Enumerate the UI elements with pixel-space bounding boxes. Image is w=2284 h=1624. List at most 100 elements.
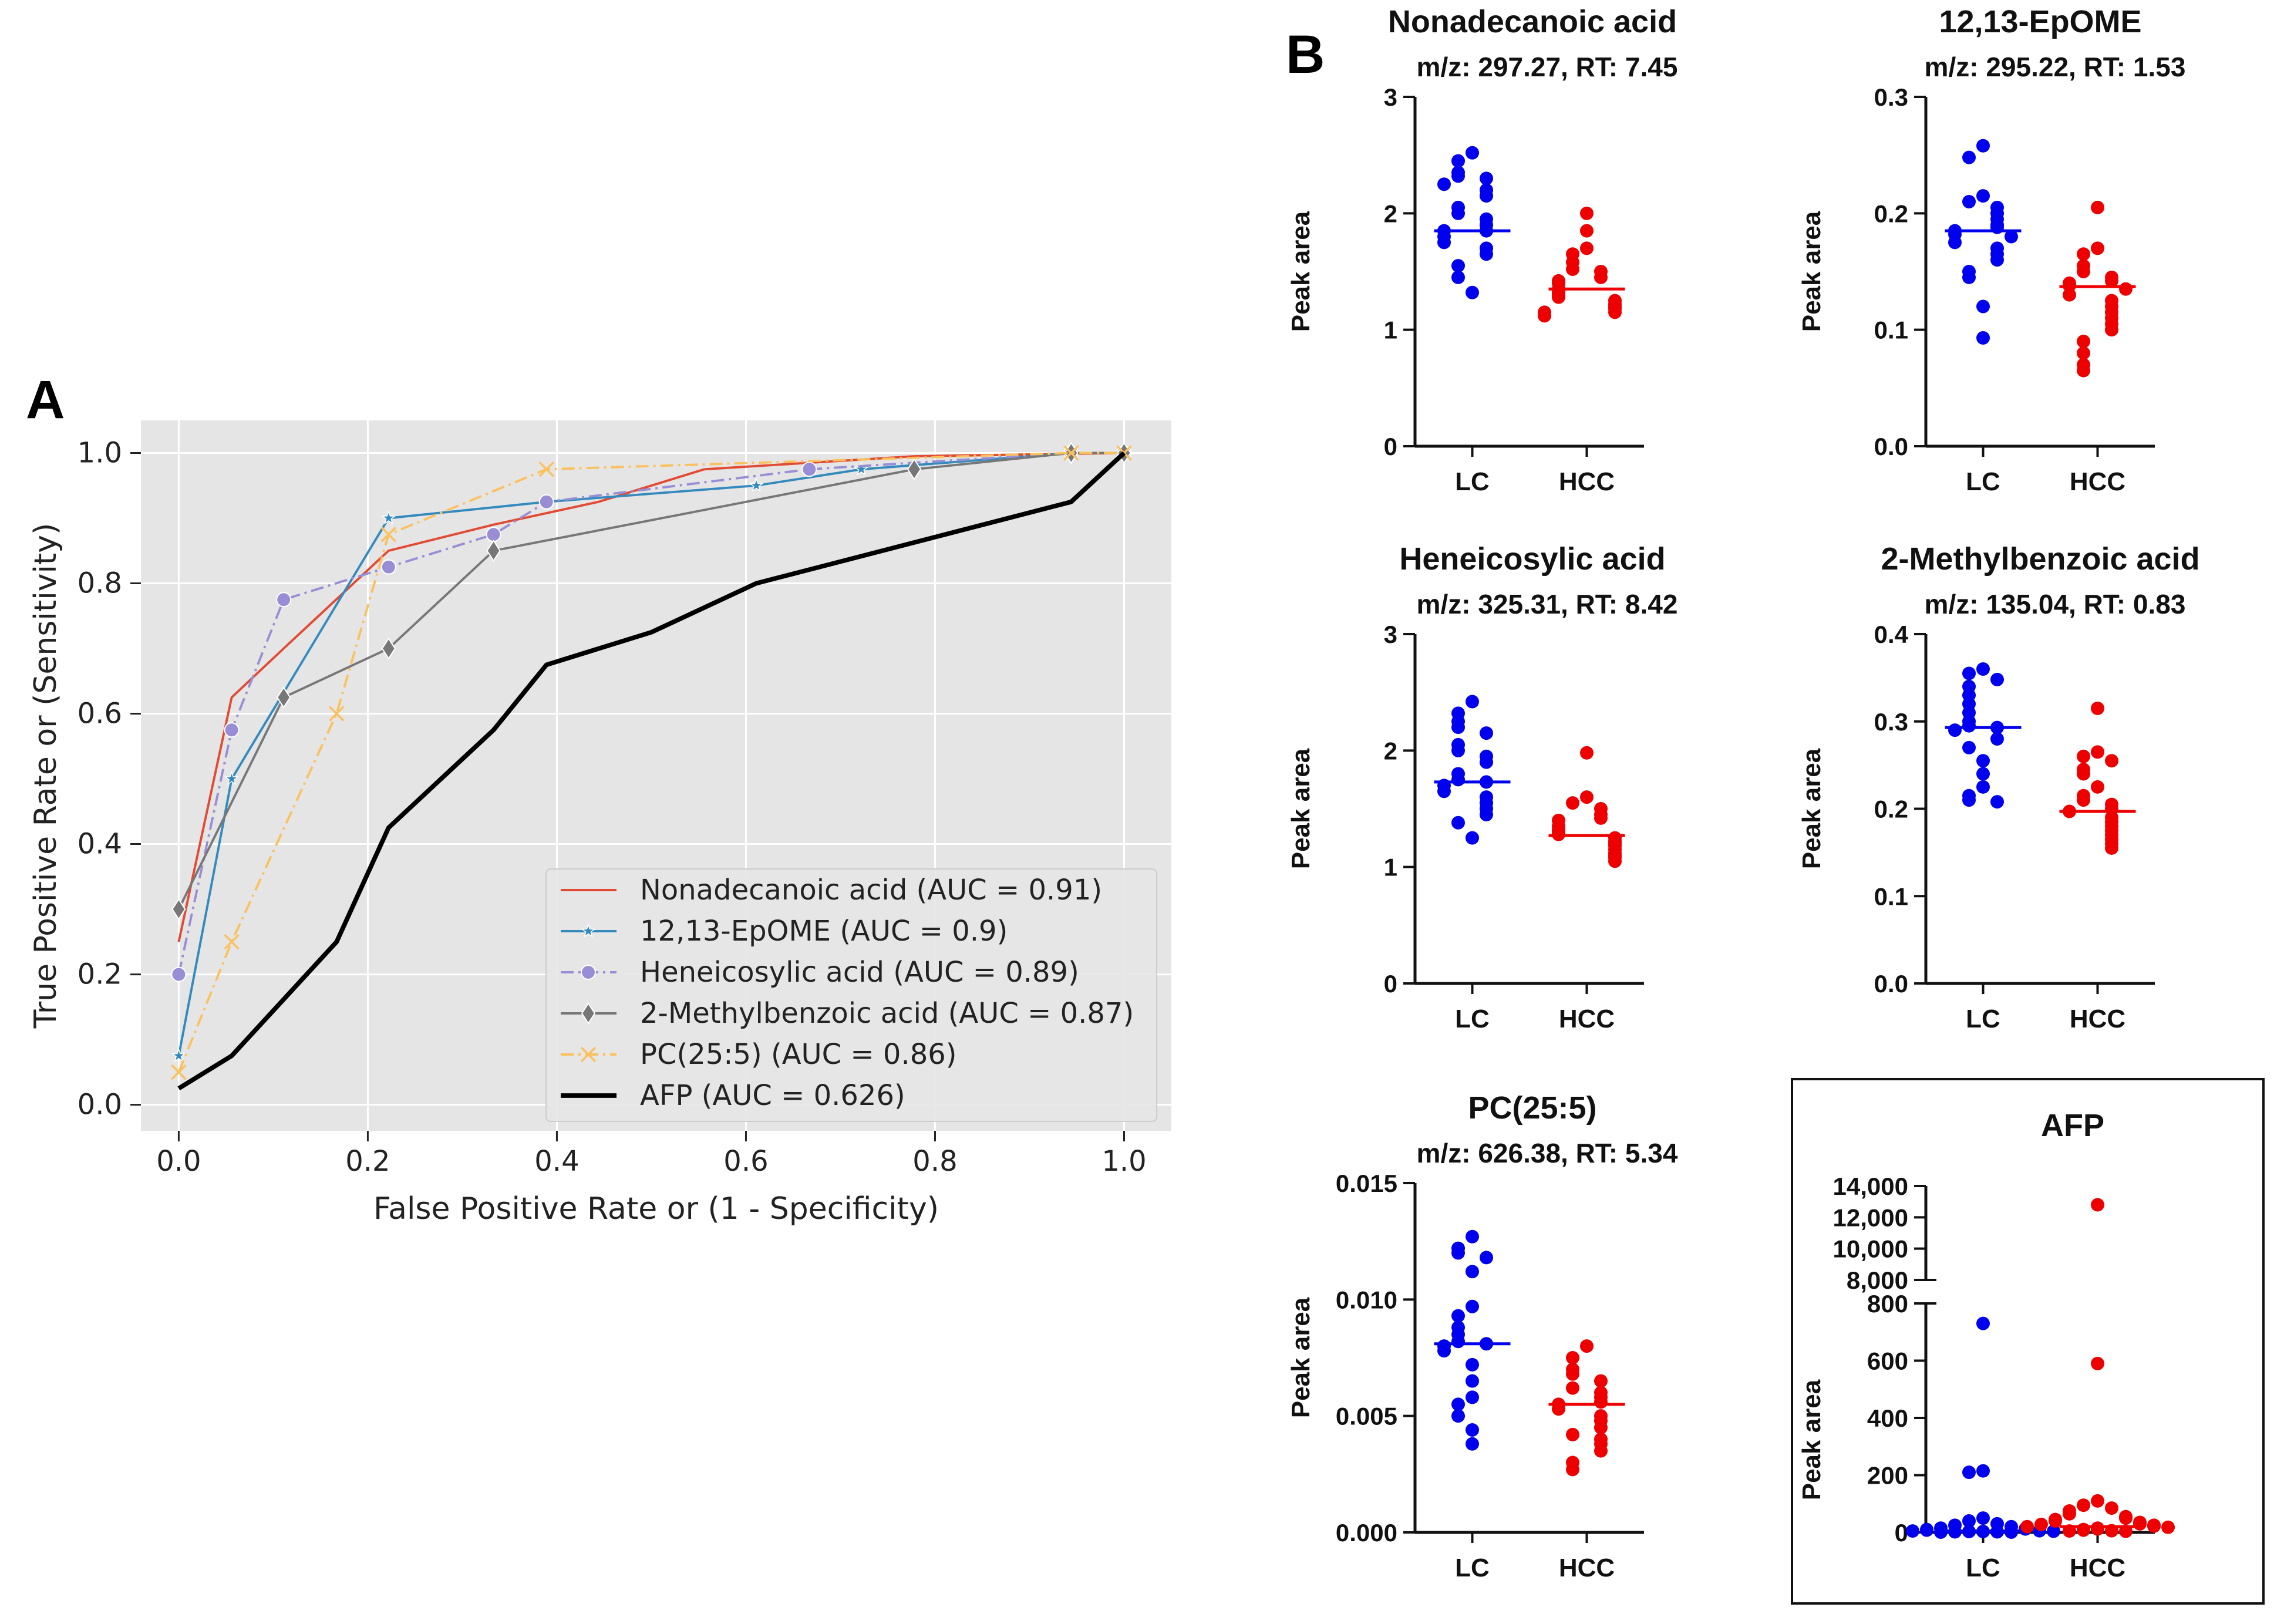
dot-plot-ytick-label: 0.1 [1874,316,1908,344]
dot-plot-point-hcc [2077,363,2090,378]
dot-plot-ytick-label: 1 [1384,854,1397,881]
dot-plot-y-label: Peak area [1286,1297,1315,1418]
dot-plot-point-hcc [1608,854,1622,868]
dot-plot-y-label: Peak area [1286,748,1315,869]
roc-series [177,451,1126,1091]
dot-plot-point-lc [1948,723,1962,737]
dot-plot-y-label: Peak area [1286,211,1315,332]
dot-plot-point-lc [1437,235,1451,250]
dot-plot-point-hcc [1594,1395,1608,1409]
dot-plot-point-lc [1437,177,1451,191]
dot-plot-point-lc [1451,259,1465,273]
roc-ytick-label: 0.0 [78,1089,122,1121]
dot-plot-xtick-label: LC [1455,1005,1490,1033]
dot-plot-ytick-label: 0.0 [1874,433,1908,460]
dot-plot-ytick-label: 0.000 [1336,1519,1397,1546]
roc-legend-label: PC(25:5) (AUC = 0.86) [640,1038,957,1071]
roc-legend-label: 12,13-EpOME (AUC = 0.9) [640,915,1008,948]
roc-ytick-label: 0.6 [78,698,122,730]
dot-plot-point-hcc [1580,1339,1594,1353]
dot-plot-point-hcc [1580,790,1594,804]
dot-plot-point-hcc [1566,1463,1579,1477]
dot-plot-xtick-label: HCC [2070,467,2125,496]
dot-plot-point-lc [1437,784,1451,798]
roc-marker-diamond [381,637,396,660]
dot-plot-point-hcc [1580,206,1594,220]
roc-marker-x [171,1064,187,1080]
roc-marker-x [329,706,345,722]
panel-label-a: A [26,370,65,430]
dot-plot-point-hcc [2105,841,2118,855]
dot-plot-point-hcc [1566,262,1579,277]
dot-plot-panels: Nonadecanoic acid m/z: 297.27, RT: 7.45 Pe… [1286,4,2265,1605]
dot-plot-point-hcc [2077,1498,2090,1512]
dot-plot-xtick-label: LC [1966,1005,2000,1033]
dot-plot-point-lc [1451,154,1465,168]
dot-plot-point-hcc [2063,1507,2076,1521]
dot-plot-point-lc [1480,807,1493,821]
dot-plot-y-label: Peak area [1797,211,1826,332]
dot-plot-ytick-label: 0.3 [1874,708,1908,736]
dot-plot-xtick-label: LC [1966,1554,2000,1582]
dot-plot-panel: Nonadecanoic acid m/z: 297.27, RT: 7.45 Pe… [1286,4,1677,496]
dot-plot-point-lc [1466,1423,1479,1437]
dot-plot-point-lc [1990,672,2004,686]
roc-ytick-label: 0.4 [78,828,122,861]
dot-plot-point-hcc [2049,1514,2062,1528]
roc-marker-circle [276,592,292,608]
dot-plot-point-hcc [1580,746,1594,760]
dot-plot-point-hcc [2091,1494,2104,1508]
dot-plot-panel: PC(25:5) m/z: 626.38, RT: 5.34 Peak area 0.… [1286,1090,1678,1582]
dot-plot-point-lc [1990,732,2004,746]
dot-plot-point-lc [1962,666,1976,680]
dot-plot-point-hcc [2147,1519,2161,1533]
dot-plot-point-hcc [2077,335,2090,348]
roc-legend-label: 2-Methylbenzoic acid (AUC = 0.87) [640,997,1134,1030]
roc-marker-diamond [276,686,291,709]
dot-plot-ytick-label: 14,000 [1833,1172,1908,1200]
dot-plot-point-lc [1990,795,2004,809]
dot-plot-point-lc [1962,719,1976,733]
dot-plot-ytick-label: 0 [1384,970,1397,998]
dot-plot-xtick-label: LC [1966,467,2000,496]
dot-plot-point-lc [1466,1299,1479,1313]
dot-plot-point-lc [1976,767,1990,781]
dot-plot-point-hcc [2119,1511,2133,1525]
dot-plot-ytick-label: 0.2 [1874,796,1908,823]
dot-plot-point-hcc [1608,305,1622,319]
dot-plot-title: Heneicosylic acid [1399,541,1665,577]
dot-plot-xtick-label: HCC [1559,1005,1615,1033]
dot-plot-point-lc [1466,1390,1479,1404]
dot-plot-point-lc [1976,299,1990,314]
dot-plot-ytick-label: 0.2 [1874,200,1908,227]
dot-plot-point-hcc [2119,282,2133,296]
dot-plot-xtick-label: HCC [1559,1554,1615,1582]
dot-plot-ytick-label: 0.005 [1336,1403,1397,1430]
dot-plot-point-lc [1466,1357,1479,1372]
dot-plot-ytick-label: 0.010 [1336,1286,1397,1313]
dot-plot-point-lc [1451,1409,1465,1423]
dot-plot-ytick-label: 800 [1867,1290,1908,1318]
dot-plot-point-hcc [1580,241,1594,255]
dot-plot-point-hcc [1594,1374,1608,1388]
dot-plot-ytick-label: 400 [1867,1404,1908,1432]
roc-ytick-label: 1.0 [78,437,122,470]
dot-plot-point-hcc [2091,200,2104,214]
dot-plot-point-hcc [1566,1427,1579,1441]
dot-plot-point-lc [1948,235,1962,250]
dot-plot-point-lc [1451,206,1465,220]
dot-plot-point-hcc [1566,1381,1579,1395]
dot-plot-panel: AFP Peak area 8,000 10,000 12,000 14,000 0 200 4… [1797,1108,2175,1582]
panel-label-b: B [1286,25,1325,85]
dot-plot-point-lc [1466,1374,1479,1388]
dot-plot-point-hcc [2105,274,2118,288]
dot-plot-point-hcc [1566,796,1579,810]
roc-marker-x [224,934,240,950]
roc-marker-diamond [907,458,922,481]
roc-xtick-label: 0.6 [723,1145,768,1178]
dot-plot-point-lc [1466,1229,1479,1244]
roc-xtick-label: 0.0 [156,1145,201,1178]
dot-plot-ytick-label: 0 [1384,433,1397,460]
dot-plot-y-label: Peak area [1797,1379,1826,1500]
